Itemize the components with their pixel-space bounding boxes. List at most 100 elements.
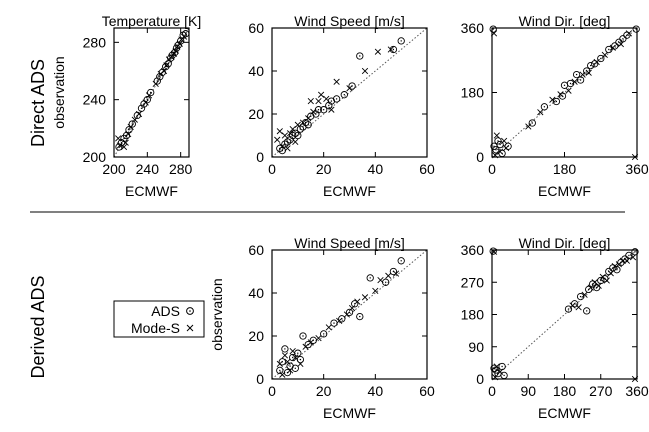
data-point-ads	[492, 146, 500, 154]
diagonal-line	[271, 249, 428, 380]
data-point-mode-s	[354, 298, 361, 305]
data-point-mode-s	[279, 371, 286, 378]
y-tick-label: 20	[248, 106, 264, 122]
data-point-ads	[572, 70, 581, 79]
data-point-ads	[291, 364, 299, 372]
x-axis-label: ECMWF	[538, 405, 591, 421]
data-point-mode-s	[496, 148, 504, 155]
data-point-mode-s	[317, 91, 325, 98]
data-point-mode-s	[595, 282, 602, 289]
data-point-mode-s	[557, 91, 564, 98]
data-point-ads	[540, 103, 549, 111]
data-point-ads	[294, 131, 302, 140]
y-axis-label: observation	[209, 278, 225, 350]
panel-direct-temperature: 200 240 280 200 240 280 Temperature [K] ECMWF ob…	[51, 13, 201, 199]
x-tick-label: 20	[316, 383, 332, 399]
x-axis-label: ECMWF	[538, 183, 591, 199]
data-point-ads	[566, 79, 575, 88]
data-point-mode-s	[125, 130, 132, 138]
data-point-mode-s	[387, 46, 394, 53]
data-point-ads	[576, 292, 585, 301]
data-point-ads	[583, 307, 591, 315]
data-point-mode-s	[549, 96, 556, 103]
legend: ADS Mode-S	[113, 300, 205, 338]
panel-title: Wind Dir. [deg]	[519, 235, 611, 251]
x-tick-label: 360	[625, 383, 649, 399]
data-point-ads	[619, 35, 627, 43]
x-tick-label: 200	[102, 161, 126, 177]
data-point-mode-s	[607, 270, 614, 277]
data-point-mode-s	[502, 144, 510, 152]
data-point-ads	[528, 119, 536, 127]
data-point-mode-s	[294, 121, 301, 128]
data-point-ads	[397, 257, 405, 265]
plot-frame	[271, 249, 428, 380]
data-point-ads	[330, 319, 338, 327]
data-point-mode-s	[625, 30, 633, 37]
x-tick-label: 0	[268, 161, 276, 177]
y-tick-label: 90	[468, 339, 484, 355]
data-point-ads	[320, 330, 328, 338]
data-point-ads	[564, 305, 573, 313]
data-point-mode-s	[172, 47, 179, 55]
data-point-mode-s	[152, 80, 159, 88]
data-point-mode-s	[593, 58, 600, 66]
data-point-ads	[325, 101, 333, 110]
legend-marker-mode-s-icon	[186, 324, 194, 332]
legend-marker-ads-icon	[186, 307, 194, 315]
data-point-mode-s	[284, 358, 291, 365]
data-point-mode-s	[525, 123, 532, 130]
data-point-ads	[587, 61, 595, 70]
data-point-mode-s	[284, 145, 291, 152]
data-point-mode-s	[361, 67, 369, 75]
data-point-mode-s	[603, 277, 610, 284]
data-point-mode-s	[307, 339, 314, 346]
y-tick-label: 60	[248, 20, 264, 36]
x-tick-label: 180	[553, 161, 577, 177]
y-tick-label: 60	[248, 242, 264, 258]
x-axis-label: ECMWF	[323, 405, 376, 421]
data-point-mode-s	[361, 294, 369, 301]
data-point-mode-s	[289, 125, 296, 133]
x-tick-label: 60	[419, 383, 435, 399]
x-tick-label: 270	[589, 383, 613, 399]
y-tick-label: 280	[83, 34, 107, 50]
panel-title: Wind Speed [m/s]	[294, 235, 405, 251]
plot-frame	[491, 249, 638, 380]
data-point-mode-s	[493, 132, 500, 139]
y-tick-label: 0	[256, 371, 264, 387]
plot-frame	[271, 27, 428, 158]
data-point-mode-s	[297, 360, 304, 368]
data-point-mode-s	[601, 51, 608, 59]
data-point-ads	[299, 332, 307, 340]
plot-frame	[113, 27, 190, 158]
y-tick-label: 240	[83, 92, 107, 108]
y-tick-label: 360	[461, 242, 485, 258]
data-point-mode-s	[328, 106, 335, 113]
data-point-mode-s	[569, 302, 576, 309]
x-tick-label: 180	[553, 383, 577, 399]
x-tick-label: 0	[488, 383, 496, 399]
data-point-mode-s	[120, 143, 128, 151]
data-point-mode-s	[276, 128, 283, 135]
row-label-derived-ads: Derived ADS	[28, 275, 48, 378]
data-point-mode-s	[276, 360, 283, 368]
y-tick-label: 0	[476, 149, 484, 165]
data-point-mode-s	[343, 311, 351, 318]
x-tick-label: 240	[136, 161, 160, 177]
data-point-mode-s	[617, 40, 625, 48]
legend-label-ads: ADS	[151, 303, 180, 319]
x-tick-label: 40	[368, 161, 384, 177]
data-point-ads	[332, 95, 341, 103]
data-point-ads	[498, 362, 506, 371]
x-tick-label: 20	[316, 161, 332, 177]
data-point-mode-s	[623, 257, 631, 264]
data-point-mode-s	[292, 354, 299, 361]
data-point-ads	[366, 274, 374, 282]
y-tick-label: 20	[248, 328, 264, 344]
data-point-ads	[632, 25, 640, 33]
data-point-mode-s	[333, 78, 340, 85]
data-point-mode-s	[163, 62, 170, 69]
legend-label-mode-s: Mode-S	[131, 320, 180, 336]
data-point-mode-s	[585, 69, 592, 76]
